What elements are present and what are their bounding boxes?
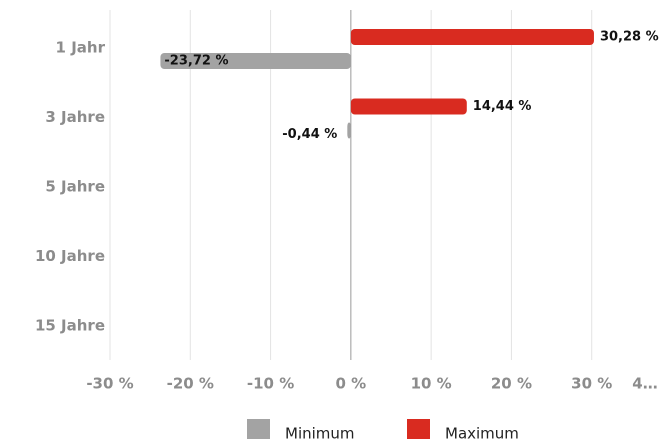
bar: [350, 98, 467, 115]
value-label: 30,28 %: [600, 30, 659, 45]
x-tick-label: -10 %: [247, 375, 294, 393]
value-label: -0,44 %: [282, 127, 337, 142]
y-tick-label: 15 Jahre: [35, 317, 105, 335]
x-tick-label: -20 %: [167, 375, 214, 393]
bar: [350, 29, 594, 45]
bar: [347, 122, 351, 139]
legend-swatch: [407, 419, 430, 439]
y-tick-label: 3 Jahre: [45, 108, 105, 126]
x-tick-label: 20 %: [491, 375, 532, 393]
legend-label: Minimum: [285, 425, 355, 439]
legend-label: Maximum: [445, 425, 519, 439]
y-tick-label: 10 Jahre: [35, 247, 105, 265]
x-tick-label: 30 %: [571, 375, 612, 393]
y-tick-label: 5 Jahre: [45, 178, 105, 196]
x-tick-label: 10 %: [411, 375, 452, 393]
value-label: -23,72 %: [164, 54, 228, 69]
x-tick-label: 4…: [632, 375, 657, 393]
legend-swatch: [247, 419, 270, 439]
bar: [160, 53, 351, 69]
x-tick-label: 0 %: [336, 375, 367, 393]
y-tick-label: 1 Jahr: [56, 39, 106, 57]
value-label: 14,44 %: [473, 99, 532, 114]
x-tick-label: -30 %: [86, 375, 133, 393]
